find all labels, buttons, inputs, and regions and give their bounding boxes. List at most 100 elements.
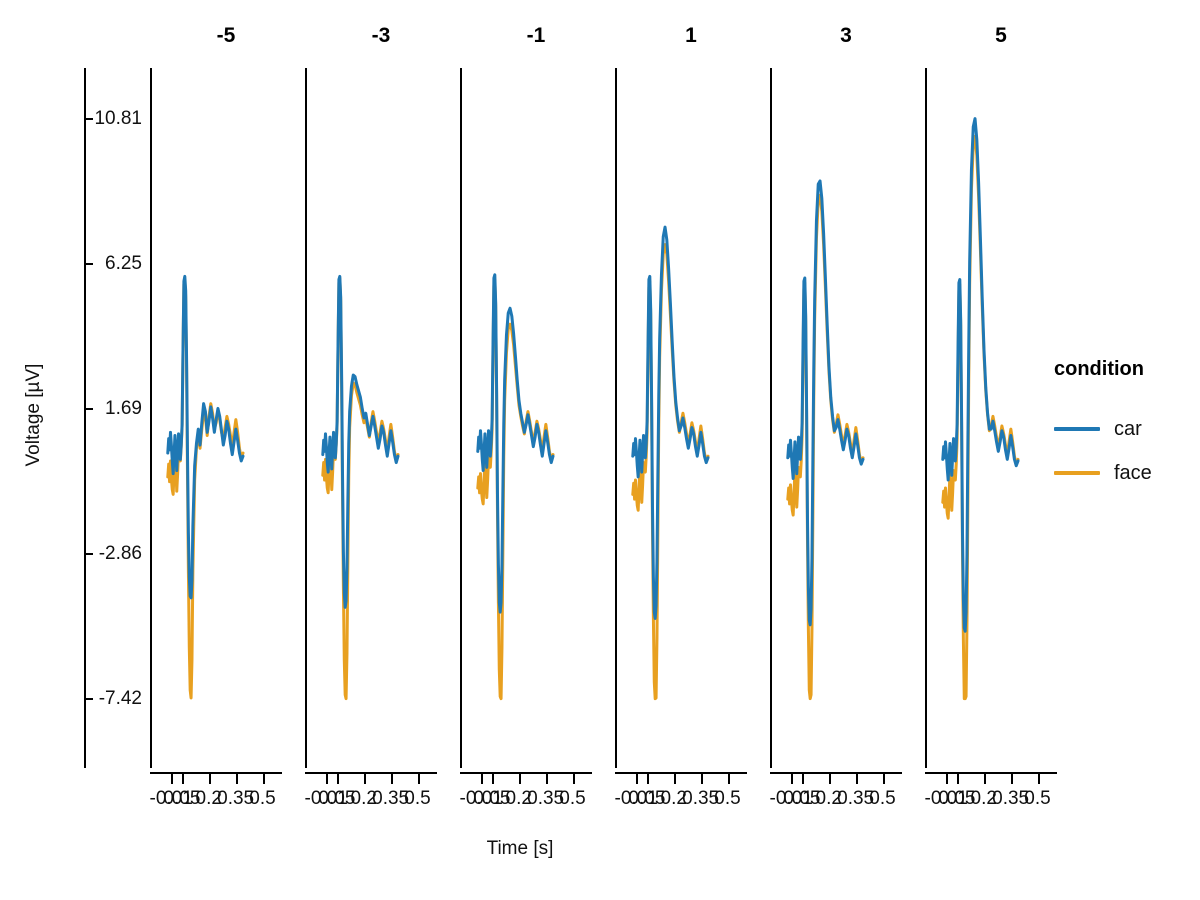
facet-panel--3: -3 bbox=[305, 24, 460, 768]
series-line-face bbox=[166, 278, 245, 700]
legend: condition car face bbox=[1054, 358, 1200, 495]
x-tick-mark bbox=[983, 774, 986, 784]
legend-title: condition bbox=[1054, 358, 1144, 380]
y-tick-mark bbox=[84, 697, 93, 700]
legend-color-swatch bbox=[1054, 427, 1100, 431]
series-line-face bbox=[321, 276, 400, 701]
facet-strip-label: -5 bbox=[216, 24, 236, 47]
x-tick-mark bbox=[636, 774, 639, 784]
series-line-car bbox=[166, 274, 245, 600]
facet-plot-area bbox=[941, 117, 1020, 701]
facet-panel-1: 1 bbox=[615, 24, 770, 768]
y-tick-mark bbox=[84, 262, 93, 265]
x-tick-label: 0.35 bbox=[992, 788, 1030, 809]
y-axis-line bbox=[84, 68, 87, 768]
x-tick-mark bbox=[882, 774, 885, 784]
x-tick-mark bbox=[1010, 774, 1013, 784]
facet-strip-label: 3 bbox=[840, 24, 852, 47]
x-tick-label: -0.01 bbox=[459, 788, 503, 809]
x-tick-label: 0.35 bbox=[217, 788, 255, 809]
facet-plot-area bbox=[476, 273, 555, 701]
x-tick-label: 0.05 bbox=[938, 788, 976, 809]
x-axis-line bbox=[305, 772, 437, 775]
x-tick-mark bbox=[208, 774, 211, 784]
x-tick-label: 0.2 bbox=[505, 788, 532, 809]
x-tick-label: 0.5 bbox=[1024, 788, 1051, 809]
x-tick-mark bbox=[171, 774, 174, 784]
x-tick-label: 0.05 bbox=[628, 788, 666, 809]
y-tick-mark bbox=[84, 552, 93, 555]
x-tick-mark bbox=[363, 774, 366, 784]
x-tick-label: 0.5 bbox=[404, 788, 431, 809]
facet-plot-area bbox=[166, 274, 245, 700]
series-line-car bbox=[941, 117, 1020, 633]
legend-item-label: car bbox=[1114, 417, 1142, 440]
x-tick-label: -0.01 bbox=[149, 788, 193, 809]
y-tick-label: 6.25 bbox=[105, 252, 142, 274]
x-tick-mark bbox=[181, 774, 184, 784]
x-tick-label: 0.5 bbox=[714, 788, 741, 809]
x-tick-mark bbox=[390, 774, 393, 784]
x-axis-line bbox=[150, 772, 282, 775]
series-line-car bbox=[786, 179, 865, 627]
x-tick-mark bbox=[828, 774, 831, 784]
x-axis-title: Time [s] bbox=[486, 838, 554, 859]
facet-strip-label: -3 bbox=[371, 24, 391, 47]
x-tick-mark bbox=[1037, 774, 1040, 784]
y-tick-label: 10.81 bbox=[94, 107, 142, 129]
x-tick-label: 0.05 bbox=[783, 788, 821, 809]
x-tick-mark bbox=[727, 774, 730, 784]
series-line-car bbox=[631, 225, 710, 620]
x-tick-label: -0.01 bbox=[304, 788, 348, 809]
x-tick-mark bbox=[801, 774, 804, 784]
series-line-car bbox=[476, 273, 555, 614]
facet-panel-3: 3 bbox=[770, 24, 925, 768]
x-tick-label: 0.35 bbox=[837, 788, 875, 809]
y-axis: 10.81 6.25 1.69 -2.86 -7.42 bbox=[66, 0, 142, 900]
x-tick-mark bbox=[235, 774, 238, 784]
legend-color-swatch bbox=[1054, 471, 1100, 475]
x-tick-mark bbox=[956, 774, 959, 784]
x-tick-mark bbox=[417, 774, 420, 784]
legend-item-car[interactable]: car bbox=[1054, 407, 1200, 451]
facet-strip-label: -1 bbox=[526, 24, 546, 47]
x-tick-mark bbox=[481, 774, 484, 784]
facet-strip-label: 5 bbox=[995, 24, 1007, 47]
y-tick-label: -2.86 bbox=[98, 542, 142, 564]
x-tick-mark bbox=[518, 774, 521, 784]
x-tick-mark bbox=[791, 774, 794, 784]
x-tick-label: 0.5 bbox=[869, 788, 896, 809]
y-axis-title: Voltage [µV] bbox=[23, 363, 44, 467]
x-tick-label: 0.35 bbox=[372, 788, 410, 809]
facet-panel--5: -5 bbox=[150, 24, 305, 768]
x-tick-label: 0.35 bbox=[527, 788, 565, 809]
facet-plot-area bbox=[786, 179, 865, 701]
x-axis-line bbox=[460, 772, 592, 775]
y-tick-label: -7.42 bbox=[98, 687, 142, 709]
facet-panel--1: -1 bbox=[460, 24, 615, 768]
x-tick-mark bbox=[673, 774, 676, 784]
y-tick-mark bbox=[84, 407, 93, 410]
facet-strip-label: 1 bbox=[685, 24, 697, 47]
x-tick-label: 0.5 bbox=[249, 788, 276, 809]
x-tick-label: 0.2 bbox=[660, 788, 687, 809]
x-tick-mark bbox=[946, 774, 949, 784]
x-tick-label: -0.01 bbox=[614, 788, 658, 809]
x-axis-line bbox=[615, 772, 747, 775]
x-tick-label: 0.05 bbox=[163, 788, 201, 809]
x-tick-mark bbox=[545, 774, 548, 784]
x-tick-mark bbox=[646, 774, 649, 784]
x-tick-mark bbox=[700, 774, 703, 784]
series-line-car bbox=[321, 274, 400, 609]
x-tick-label: 0.2 bbox=[195, 788, 222, 809]
x-tick-label: 0.2 bbox=[970, 788, 997, 809]
x-tick-mark bbox=[326, 774, 329, 784]
x-tick-mark bbox=[491, 774, 494, 784]
x-axis-line bbox=[925, 772, 1057, 775]
legend-item-face[interactable]: face bbox=[1054, 451, 1200, 495]
x-tick-label: 0.35 bbox=[682, 788, 720, 809]
x-tick-label: 0.2 bbox=[350, 788, 377, 809]
x-tick-mark bbox=[336, 774, 339, 784]
x-tick-label: -0.01 bbox=[769, 788, 813, 809]
